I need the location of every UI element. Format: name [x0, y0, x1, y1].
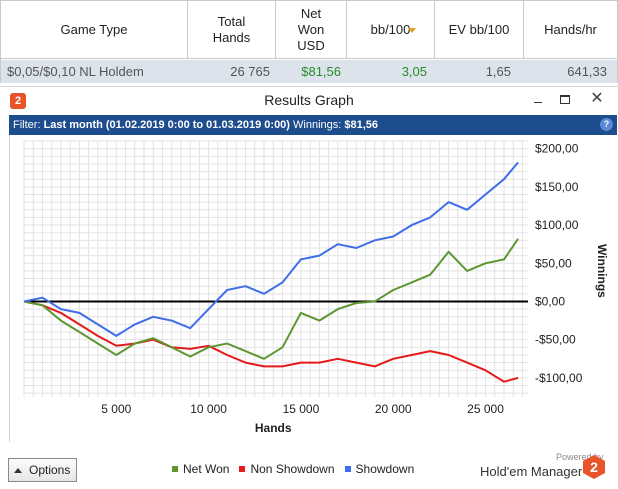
legend-item[interactable]: Showdown — [344, 462, 415, 476]
filter-bar: Filter: Last month (01.02.2019 0:00 to 0… — [9, 115, 617, 135]
results-chart: 5 000 10 000 15 000 20 000 25 000 $200,00 $150… — [9, 135, 617, 442]
legend-item[interactable]: Non Showdown — [239, 462, 335, 476]
results-graph-window: 2 Results Graph ✕ Filter: Last month (01… — [0, 86, 618, 489]
col-header-hands-hr[interactable]: Hands/hr — [544, 22, 597, 37]
close-icon: ✕ — [590, 90, 604, 107]
cell-hands-hr: 641,33 — [567, 64, 607, 79]
cell-ev-bb100: 1,65 — [485, 64, 511, 79]
maximize-icon — [560, 94, 570, 104]
close-button[interactable]: ✕ — [578, 88, 616, 110]
bottom-bar: Options Net Won Non Showdown Showdown Powe… — [0, 444, 618, 489]
stats-table: Game Type Total Hands Net Won USD bb/100… — [0, 0, 618, 83]
x-tick-label: 10 000 — [190, 402, 227, 416]
y-tick-label: -$100,00 — [535, 371, 583, 385]
expand-up-icon — [14, 467, 22, 473]
minimize-button[interactable] — [524, 88, 552, 110]
col-header-bb100[interactable]: bb/100 — [347, 1, 435, 59]
table-row[interactable]: $0,05/$0,10 NL Holdem 26 765 $81,56 3,05… — [1, 60, 617, 83]
series-line-net-won — [23, 238, 519, 360]
legend-swatch — [172, 466, 178, 472]
hm-logo-icon: 2 — [583, 455, 605, 479]
legend-item[interactable]: Net Won — [172, 462, 229, 476]
cell-net-won: $81,56 — [301, 64, 341, 79]
cell-bb100: 3,05 — [401, 64, 427, 79]
window-titlebar[interactable]: 2 Results Graph ✕ — [0, 87, 618, 113]
minimize-icon — [534, 101, 542, 103]
sort-descending-icon — [408, 28, 416, 33]
powered-by-label: Powered by — [556, 452, 604, 462]
col-header-total-hands[interactable]: Total Hands — [188, 1, 276, 59]
chart-legend: Net Won Non Showdown Showdown — [172, 462, 414, 476]
y-tick-label: $200,00 — [535, 142, 579, 156]
x-tick-label: 5 000 — [101, 402, 131, 416]
y-axis-label: Winnings — [595, 244, 609, 298]
window-title: Results Graph — [264, 92, 354, 108]
winnings-label: Winnings: — [293, 119, 342, 131]
y-tick-label: $0,00 — [535, 294, 565, 308]
y-tick-label: -$50,00 — [535, 333, 576, 347]
filter-value: Last month (01.02.2019 0:00 to 01.03.201… — [43, 119, 290, 131]
legend-label: Showdown — [355, 462, 415, 476]
options-button[interactable]: Options — [8, 458, 77, 482]
legend-swatch — [239, 466, 246, 472]
legend-swatch — [344, 466, 351, 472]
winnings-value: $81,56 — [344, 119, 379, 131]
y-tick-label: $50,00 — [535, 256, 572, 270]
y-tick-label: $150,00 — [535, 180, 579, 194]
x-axis-label: Hands — [255, 421, 292, 435]
x-tick-label: 15 000 — [283, 402, 320, 416]
legend-label: Non Showdown — [250, 462, 335, 476]
maximize-button[interactable] — [551, 88, 579, 110]
x-tick-label: 20 000 — [375, 402, 412, 416]
filter-prefix: Filter: — [13, 119, 41, 131]
cell-game-type: $0,05/$0,10 NL Holdem — [7, 64, 144, 79]
results-chart-svg: 5 000 10 000 15 000 20 000 25 000 $200,00 $150… — [23, 140, 609, 435]
brand-name: Hold'em Manager — [480, 464, 583, 479]
col-header-net-won[interactable]: Net Won USD — [276, 1, 347, 59]
cell-total-hands: 26 765 — [230, 64, 270, 79]
col-header-game-type[interactable]: Game Type — [1, 1, 188, 59]
stats-header-row: Game Type Total Hands Net Won USD bb/100… — [1, 1, 617, 59]
series-line-non-showdown — [23, 300, 519, 383]
legend-label: Net Won — [183, 462, 230, 476]
series-line-showdown — [23, 161, 519, 337]
y-tick-label: $100,00 — [535, 218, 579, 232]
hm-logo-icon: 2 — [10, 93, 26, 109]
help-icon[interactable]: ? — [600, 118, 613, 131]
x-tick-label: 25 000 — [467, 402, 504, 416]
col-header-ev-bb100[interactable]: EV bb/100 — [435, 1, 524, 59]
